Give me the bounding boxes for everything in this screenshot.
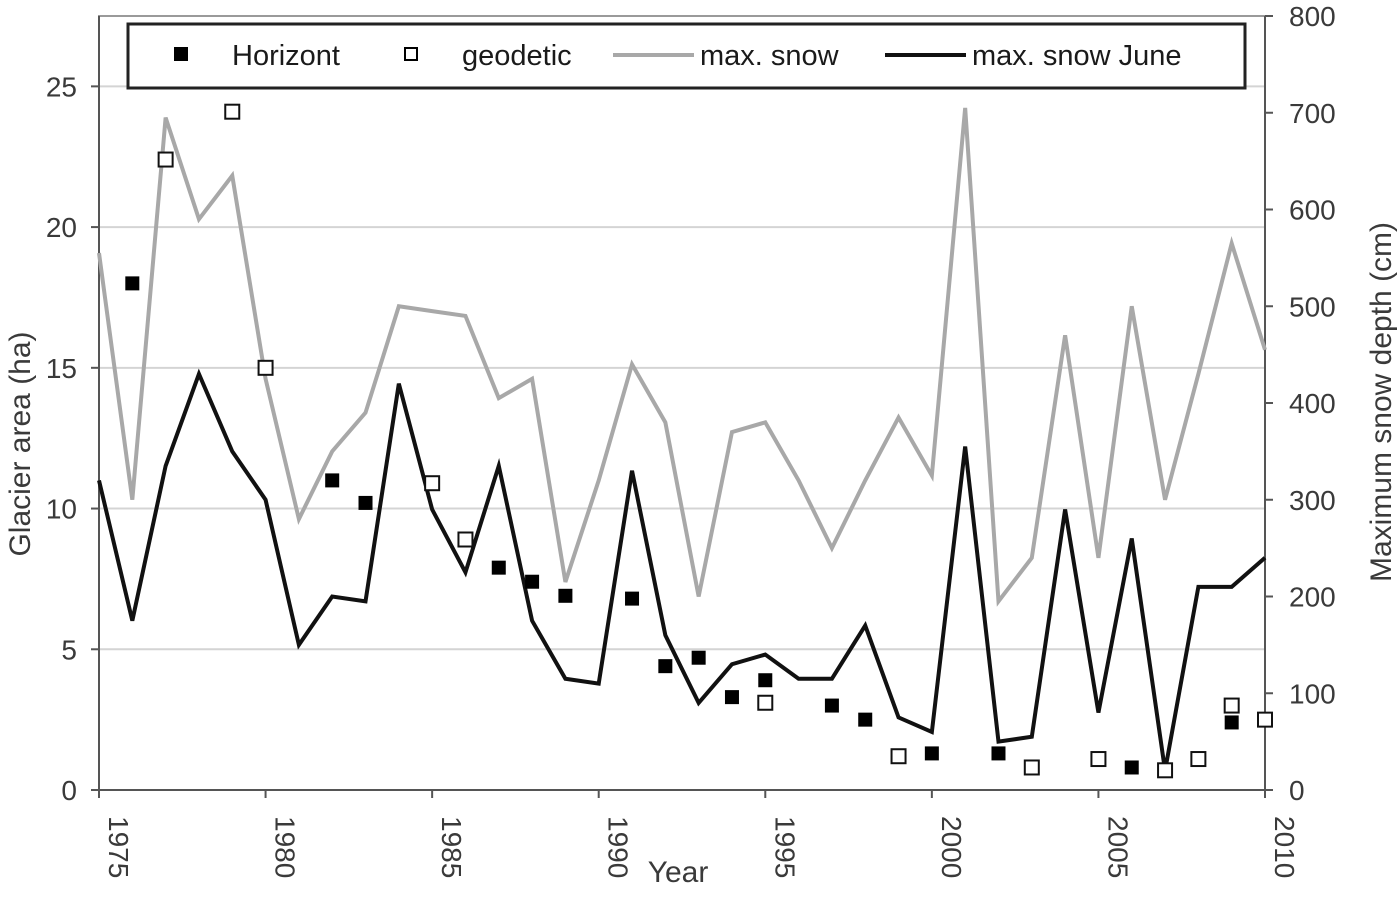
horizont-point — [1124, 760, 1139, 775]
y-tick-label: 20 — [46, 212, 77, 243]
horizont-point — [558, 588, 573, 603]
max-snow-series — [97, 107, 1267, 607]
geodetic-point — [1023, 759, 1040, 776]
y2-tick-label: 200 — [1289, 582, 1336, 613]
y2-tick-label: 100 — [1289, 678, 1336, 709]
horizont-point — [491, 560, 506, 575]
geodetic-point — [424, 475, 441, 492]
geodetic-point — [457, 531, 474, 548]
x-tick-label: 2010 — [1269, 816, 1300, 878]
legend-max-snow-june-label: max. snow June — [972, 40, 1182, 72]
geodetic-series — [157, 103, 1273, 779]
legend-max-snow-label: max. snow — [700, 40, 840, 72]
horizont-series — [125, 104, 1239, 775]
horizont-point — [125, 276, 140, 291]
y2-tick-label: 400 — [1289, 388, 1336, 419]
geodetic-point — [1257, 711, 1273, 728]
geodetic-point — [1090, 751, 1107, 768]
geodetic-point — [257, 359, 274, 376]
y2-tick-label: 700 — [1289, 98, 1336, 129]
horizont-point — [658, 659, 673, 674]
x-tick-label: 1995 — [769, 816, 800, 878]
x-tick-label: 1985 — [436, 816, 467, 878]
legend: Horizont geodetic max. snow max. snow Ju… — [126, 22, 1247, 90]
legend-horizont-marker — [174, 47, 188, 61]
x-tick-label: 1990 — [603, 816, 634, 878]
horizont-point — [358, 495, 373, 510]
legend-horizont-label: Horizont — [232, 40, 340, 72]
legend-geodetic-label: geodetic — [462, 40, 572, 72]
y-axis-left-title: Glacier area (ha) — [4, 331, 37, 556]
x-axis: 1975 1980 1985 1990 1995 2000 2005 2010 — [98, 790, 1300, 878]
x-tick-label: 2000 — [936, 816, 967, 878]
y-axis-left: 0 5 10 15 20 25 — [46, 71, 99, 806]
horizont-point — [1224, 715, 1239, 730]
geodetic-point — [1157, 762, 1174, 779]
y-tick-label: 5 — [61, 634, 77, 665]
horizont-point — [724, 690, 739, 705]
horizont-point — [625, 591, 640, 606]
geodetic-point — [224, 103, 241, 120]
max-snow-line — [97, 107, 1267, 607]
geodetic-point — [890, 748, 907, 765]
y2-tick-label: 0 — [1289, 775, 1305, 806]
horizont-point — [325, 473, 340, 488]
legend-geodetic-marker — [404, 47, 418, 61]
x-tick-label: 1980 — [270, 816, 301, 878]
y-tick-label: 10 — [46, 494, 77, 525]
horizont-point — [691, 650, 706, 665]
y2-tick-label: 300 — [1289, 485, 1336, 516]
geodetic-point — [157, 151, 174, 168]
x-axis-title: Year — [648, 856, 709, 889]
geodetic-point — [1190, 751, 1207, 768]
horizont-point — [924, 746, 939, 761]
y-axis-right: 0 100 200 300 400 500 600 700 800 — [1265, 1, 1336, 806]
x-tick-label: 1975 — [103, 816, 134, 878]
y-tick-label: 0 — [61, 775, 77, 806]
horizont-point — [525, 574, 540, 589]
max-snow-june-series — [97, 368, 1267, 772]
max-snow-june-line — [97, 368, 1267, 772]
y-tick-label: 15 — [46, 353, 77, 384]
geodetic-point — [1223, 697, 1240, 714]
geodetic-point — [757, 694, 774, 711]
y2-tick-label: 500 — [1289, 291, 1336, 322]
x-tick-label: 2005 — [1102, 816, 1133, 878]
horizont-point — [824, 698, 839, 713]
y-axis-right-title: Maximum snow depth (cm) — [1365, 222, 1398, 582]
horizont-point — [991, 746, 1006, 761]
horizont-point — [858, 712, 873, 727]
y-tick-label: 25 — [46, 71, 77, 102]
y2-tick-label: 800 — [1289, 1, 1336, 32]
horizont-point — [758, 673, 773, 688]
gridlines — [99, 85, 1265, 651]
y2-tick-label: 600 — [1289, 195, 1336, 226]
